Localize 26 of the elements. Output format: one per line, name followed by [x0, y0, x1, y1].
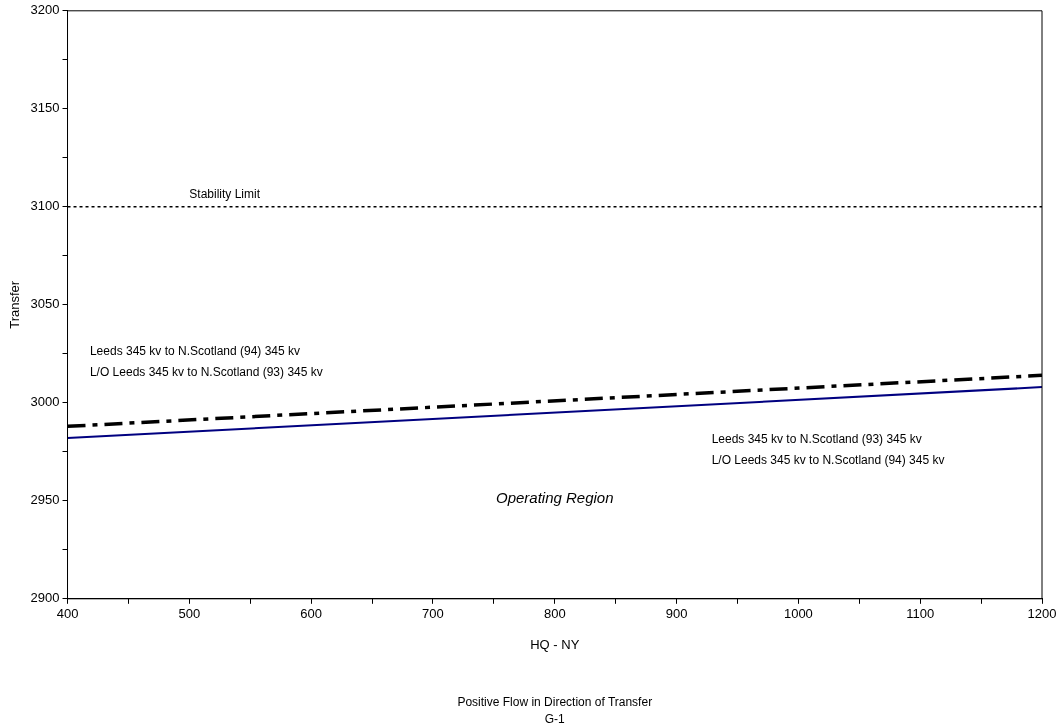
- x-tick-label: 600: [300, 606, 322, 622]
- annotation: Operating Region: [495, 489, 614, 507]
- x-tick-label: 1000: [783, 606, 813, 622]
- y-tick-label: 3200: [30, 2, 60, 18]
- x-tick-label: 800: [543, 606, 566, 622]
- x-tick-label: 1200: [1027, 606, 1057, 622]
- text: Positive Flow in Direction of Transfer: [457, 695, 653, 710]
- y-tick-label: 3150: [30, 100, 60, 116]
- x-tick-label: 900: [665, 606, 688, 622]
- text: G-1: [544, 712, 566, 727]
- y-tick-label: 3000: [30, 394, 60, 410]
- ref-line-label: Stability Limit: [189, 187, 261, 202]
- annotation: L/O Leeds 345 kv to N.Scotland (93) 345 kv: [89, 364, 323, 379]
- annotation: L/O Leeds 345 kv to N.Scotland (94) 345 kv: [711, 452, 945, 467]
- y-tick-label: 3050: [30, 296, 60, 312]
- annotation: Leeds 345 kv to N.Scotland (94) 345 kv: [89, 344, 301, 359]
- y-tick-label: 2900: [30, 590, 60, 606]
- y-tick-label: 2950: [30, 492, 60, 508]
- x-tick-label: 700: [422, 606, 444, 622]
- y-axis-title: Transfer: [7, 280, 23, 329]
- x-axis-title: HQ - NY: [530, 636, 580, 652]
- x-tick-label: 500: [178, 606, 201, 622]
- annotation: Leeds 345 kv to N.Scotland (93) 345 kv: [711, 432, 922, 447]
- x-tick-label: 400: [56, 606, 79, 622]
- x-tick-label: 1100: [906, 606, 935, 622]
- y-tick-label: 3100: [30, 198, 60, 214]
